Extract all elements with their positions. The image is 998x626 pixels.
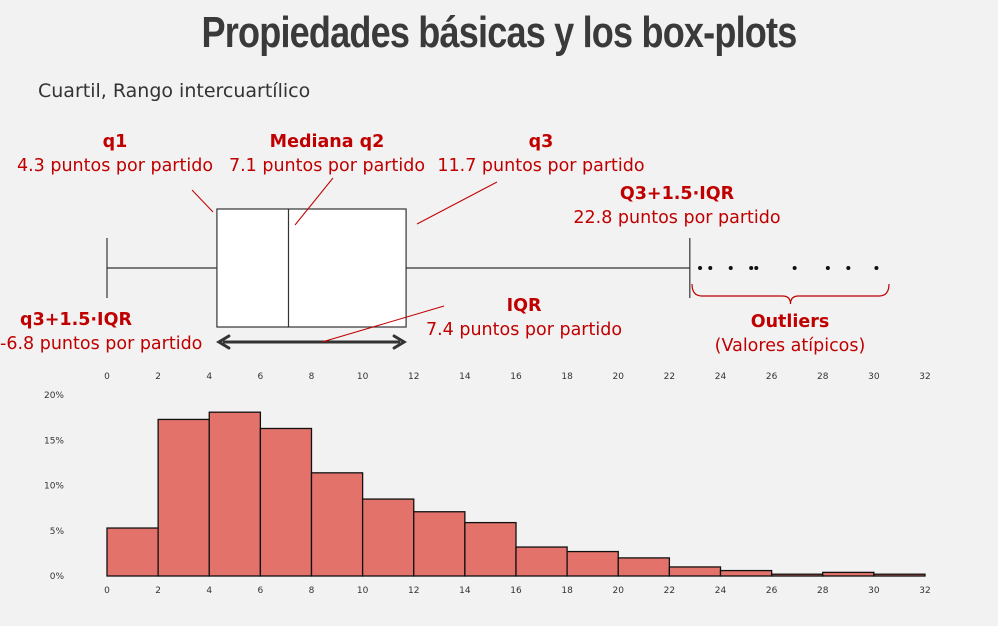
boxplot-x-tick-label: 6 xyxy=(258,372,264,382)
histogram-x-tick-label: 26 xyxy=(766,586,778,596)
iqr-box xyxy=(216,208,407,328)
q3-annotation: q3 11.7 puntos por partido xyxy=(437,130,645,178)
outlier-point xyxy=(698,266,703,270)
histogram-bar xyxy=(464,521,517,577)
histogram-bar xyxy=(413,511,466,577)
histogram-bar xyxy=(157,418,210,577)
histogram-bar xyxy=(822,571,875,577)
histogram-y-tick-label: 20% xyxy=(44,391,64,401)
boxplot-x-tick-label: 28 xyxy=(817,372,829,382)
histogram-bar xyxy=(208,411,262,577)
boxplot-x-tick-label: 16 xyxy=(510,372,522,382)
histogram-x-tick-label: 28 xyxy=(817,586,829,596)
median-leader-line xyxy=(294,177,334,226)
q3-leader-line xyxy=(416,181,498,225)
histogram-x-tick-label: 6 xyxy=(258,586,264,596)
outliers-annotation: Outliers (Valores atípicos) xyxy=(700,310,880,358)
outlier-point xyxy=(749,266,754,270)
histogram-x-tick-label: 12 xyxy=(408,586,419,596)
q1-value: 4.3 puntos por partido xyxy=(16,156,214,176)
histogram-bar xyxy=(566,550,619,577)
outlier-point xyxy=(728,266,733,270)
histogram-x-tick-label: 14 xyxy=(459,586,471,596)
lower-fence-label: q3+1.5·IQR xyxy=(20,310,132,330)
lower-fence-value: -6.8 puntos por partido xyxy=(0,334,203,354)
histogram-x-tick-label: 8 xyxy=(309,586,315,596)
boxplot-x-tick-label: 2 xyxy=(155,372,161,382)
outliers-value: (Valores atípicos) xyxy=(714,336,866,356)
iqr-label: IQR xyxy=(506,296,542,316)
page-title: Propiedades básicas y los box-plots xyxy=(201,8,798,57)
histogram-x-tick-label: 20 xyxy=(613,586,625,596)
outlier-point xyxy=(825,266,830,270)
outlier-point xyxy=(846,266,851,270)
median-annotation: Mediana q2 7.1 puntos por partido xyxy=(224,130,430,178)
iqr-value: 7.4 puntos por partido xyxy=(425,320,623,340)
histogram-x-tick-label: 4 xyxy=(206,586,212,596)
outlier-point xyxy=(874,266,879,270)
median-value: 7.1 puntos por partido xyxy=(228,156,426,176)
histogram-bar xyxy=(310,472,364,577)
boxplot-x-tick-label: 20 xyxy=(613,372,625,382)
boxplot-x-tick-label: 30 xyxy=(868,372,880,382)
histogram-x-tick-label: 30 xyxy=(868,586,880,596)
histogram-x-tick-label: 32 xyxy=(919,586,930,596)
upper-fence-label: Q3+1.5·IQR xyxy=(619,184,735,204)
histogram-x-tick-label: 18 xyxy=(561,586,573,596)
outlier-point xyxy=(708,266,713,270)
histogram-y-tick-label: 0% xyxy=(50,572,65,582)
median-label: Mediana q2 xyxy=(269,132,385,152)
q3-label: q3 xyxy=(528,132,554,152)
outliers-brace xyxy=(691,283,890,305)
upper-fence-annotation: Q3+1.5·IQR 22.8 puntos por partido xyxy=(572,182,782,230)
histogram-bar xyxy=(719,569,773,577)
histogram-y-tick-label: 15% xyxy=(44,436,64,446)
iqr-arrow-right xyxy=(392,334,407,350)
histogram-bar xyxy=(259,427,313,577)
boxplot-x-tick-label: 18 xyxy=(561,372,573,382)
outlier-point xyxy=(754,266,759,270)
boxplot-x-tick-label: 10 xyxy=(357,372,369,382)
histogram-y-tick-label: 5% xyxy=(50,527,65,537)
boxplot-x-tick-label: 12 xyxy=(408,372,419,382)
iqr-arrow-left xyxy=(216,334,231,350)
q1-annotation: q1 4.3 puntos por partido xyxy=(15,130,215,178)
boxplot-x-tick-label: 8 xyxy=(309,372,315,382)
histogram-x-tick-label: 0 xyxy=(104,586,110,596)
histogram-bar xyxy=(668,566,722,577)
boxplot-x-tick-label: 26 xyxy=(766,372,778,382)
boxplot-x-tick-label: 32 xyxy=(919,372,930,382)
outliers-label: Outliers xyxy=(750,312,830,332)
histogram-x-tick-label: 24 xyxy=(715,586,727,596)
histogram-x-tick-label: 16 xyxy=(510,586,522,596)
q3-value: 11.7 puntos por partido xyxy=(437,156,645,176)
histogram-bar xyxy=(515,546,568,577)
boxplot-x-tick-label: 14 xyxy=(459,372,471,382)
iqr-leader-line xyxy=(321,305,445,343)
lower-fence-annotation: q3+1.5·IQR -6.8 puntos por partido xyxy=(0,308,203,356)
histogram-x-tick-label: 10 xyxy=(357,586,369,596)
upper-fence-value: 22.8 puntos por partido xyxy=(573,208,781,228)
boxplot-x-tick-label: 22 xyxy=(664,372,675,382)
q1-leader-line xyxy=(191,189,214,213)
q1-label: q1 xyxy=(102,132,128,152)
histogram-bar xyxy=(617,557,671,577)
histogram-bar xyxy=(106,527,159,577)
outlier-point xyxy=(792,266,797,270)
histogram-x-tick-label: 2 xyxy=(155,586,161,596)
boxplot-x-tick-label: 0 xyxy=(104,372,110,382)
boxplot-x-tick-label: 24 xyxy=(715,372,727,382)
page-subtitle: Cuartil, Rango intercuartílico xyxy=(38,80,311,102)
histogram-bar xyxy=(361,498,415,577)
histogram-x-tick-label: 22 xyxy=(664,586,675,596)
iqr-annotation: IQR 7.4 puntos por partido xyxy=(420,294,628,342)
histogram-y-tick-label: 10% xyxy=(44,482,64,492)
boxplot-x-tick-label: 4 xyxy=(206,372,212,382)
